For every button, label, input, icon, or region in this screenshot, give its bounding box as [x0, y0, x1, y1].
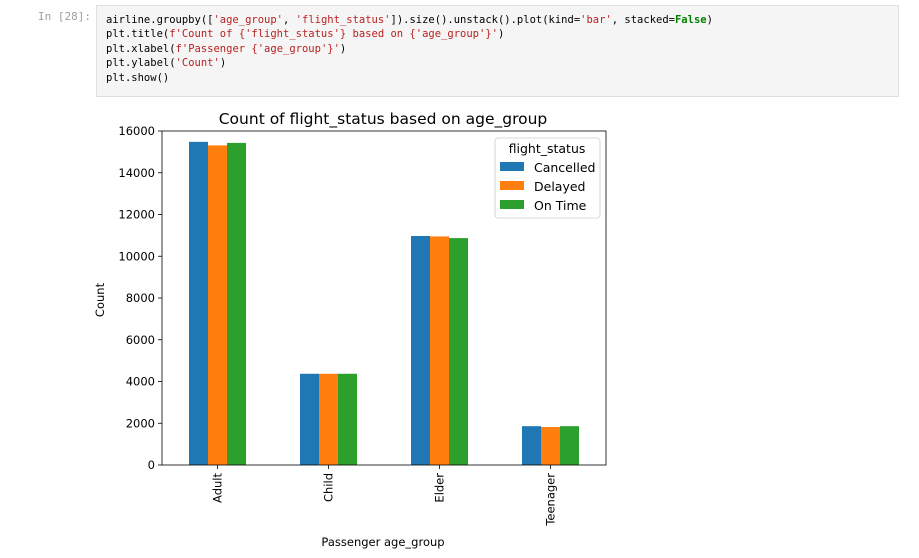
y-tick-label: 6000: [126, 333, 155, 347]
bar-cancelled-child: [300, 373, 319, 465]
code-token: 'bar': [580, 14, 612, 26]
plot-frame: [161, 130, 607, 466]
bar-delayed-adult: [208, 145, 227, 465]
bar-on-time-child: [338, 373, 357, 465]
code-token: ): [219, 57, 227, 70]
bar-on-time-adult: [227, 142, 246, 465]
bar-on-time-elder: [449, 238, 468, 465]
code-token: ]).size().unstack().plot(kind=: [390, 14, 581, 26]
legend-title: flight_status: [509, 141, 586, 156]
y-tick-label: 0: [148, 458, 155, 472]
code-line: plt.show(): [106, 71, 898, 85]
legend-label-cancelled: Cancelled: [534, 160, 595, 175]
code-line: plt.title(f'Count of {'flight_status'} b…: [106, 27, 898, 41]
code-token: plt.ylabel(: [106, 57, 176, 70]
x-tick-label: Elder: [433, 473, 447, 503]
code-token: ): [339, 42, 347, 55]
code-token: ): [706, 14, 713, 26]
x-axis-label: Passenger age_group: [321, 535, 444, 549]
code-token: f'Passenger {'age_group'}': [175, 42, 340, 55]
plot-area: Adult Child Elder Teenager 0 2000 4000 6000 8000…: [118, 124, 607, 527]
code-line: airline.groupby(['age_group', 'flight_st…: [106, 13, 898, 27]
bar-cancelled-adult: [189, 141, 208, 466]
bar-delayed-child: [319, 373, 338, 465]
code-token: 'age_group': [213, 14, 284, 26]
code-line: plt.xlabel(f'Passenger {'age_group'}'): [106, 42, 898, 56]
y-axis-label: Count: [93, 282, 107, 317]
bar-delayed-elder: [430, 236, 449, 465]
code-line: plt.ylabel('Count'): [106, 56, 898, 70]
code-token: , stacked=: [611, 14, 675, 26]
code-token: plt.show(): [106, 71, 170, 84]
code-token: 'Count': [175, 57, 220, 70]
legend-swatch-delayed: [500, 181, 524, 190]
x-tick-label: Child: [322, 473, 336, 502]
legend: flight_status Cancelled Delayed On Time: [494, 137, 601, 219]
x-tick-label: Teenager: [544, 473, 558, 527]
bar-cancelled-elder: [411, 236, 430, 465]
legend-swatch-cancelled: [500, 162, 524, 171]
code-token: plt.xlabel(: [106, 42, 176, 55]
legend-swatch-on-time: [500, 200, 524, 209]
y-tick-label: 8000: [126, 291, 155, 305]
bar-cancelled-teenager: [522, 426, 541, 465]
x-tick-label: Adult: [211, 473, 225, 503]
code-cell-input[interactable]: airline.groupby(['age_group', 'flight_st…: [96, 5, 899, 97]
y-tick-label: 2000: [126, 416, 155, 430]
legend-label-on-time: On Time: [534, 198, 587, 213]
code-token: ,: [283, 14, 296, 26]
bar-on-time-teenager: [560, 426, 579, 465]
y-tick-label: 10000: [118, 249, 155, 263]
code-token: plt.title(: [106, 28, 170, 41]
chart-title: Count of flight_status based on age_grou…: [219, 110, 548, 129]
y-tick-label: 16000: [118, 124, 155, 138]
code-token: False: [674, 14, 707, 26]
y-tick-label: 12000: [118, 208, 155, 222]
legend-box: [494, 137, 601, 219]
code-token: f'Count of {'flight_status'} based on {'…: [169, 28, 498, 41]
y-tick-label: 4000: [126, 375, 155, 389]
code-token: 'flight_status': [295, 14, 391, 26]
legend-label-delayed: Delayed: [534, 179, 585, 194]
bar-delayed-teenager: [541, 427, 560, 465]
code-token: airline.groupby([: [106, 14, 214, 26]
cell-prompt: In [28]:: [38, 10, 91, 23]
code-token: ): [497, 28, 505, 41]
y-tick-label: 14000: [118, 166, 155, 180]
